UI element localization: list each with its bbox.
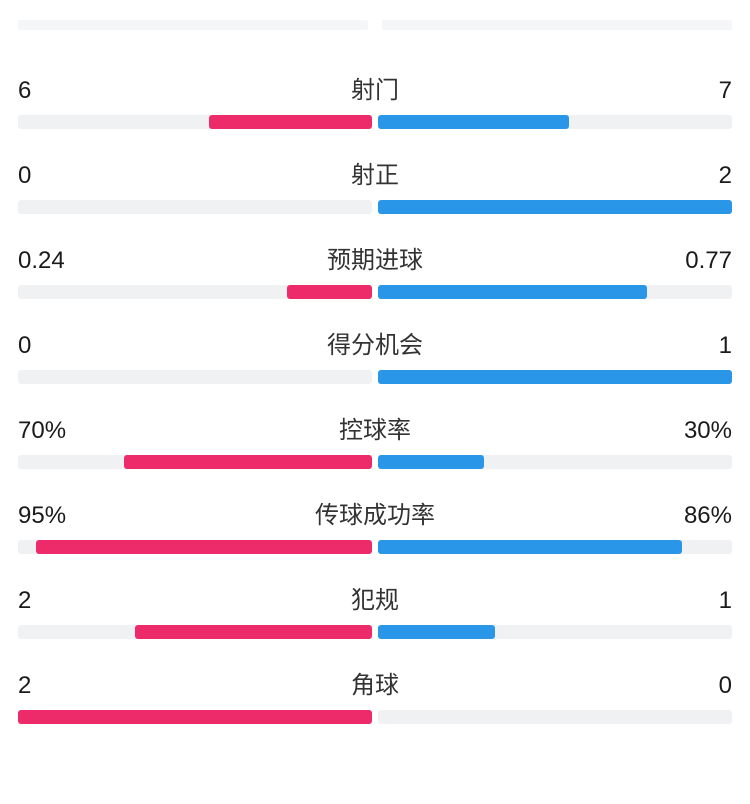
bar-fill-right — [378, 285, 647, 299]
stat-row: 95%传球成功率86% — [18, 495, 732, 554]
stat-right-value: 1 — [719, 332, 732, 360]
stat-row: 70%控球率30% — [18, 410, 732, 469]
bar-track — [18, 200, 372, 214]
stat-left-value: 2 — [18, 587, 31, 615]
stat-bar-left — [18, 455, 372, 469]
stat-bar — [18, 285, 732, 299]
stat-bar-right — [378, 200, 732, 214]
stat-row: 2犯规1 — [18, 580, 732, 639]
bar-fill-right — [378, 370, 732, 384]
stat-label: 犯规 — [31, 580, 718, 615]
stat-label: 控球率 — [66, 410, 684, 445]
stat-left-value: 70% — [18, 417, 66, 445]
stat-right-value: 1 — [719, 587, 732, 615]
stat-bar — [18, 625, 732, 639]
stat-row: 0得分机会1 — [18, 325, 732, 384]
match-stats-list: 6射门70射正20.24预期进球0.770得分机会170%控球率30%95%传球… — [18, 70, 732, 724]
bar-fill-right — [378, 455, 484, 469]
bar-fill-left — [36, 540, 372, 554]
stat-left-value: 95% — [18, 502, 66, 530]
stat-header: 0射正2 — [18, 155, 732, 190]
stat-bar — [18, 455, 732, 469]
stat-right-value: 86% — [684, 502, 732, 530]
stat-left-value: 6 — [18, 77, 31, 105]
bar-track — [378, 710, 732, 724]
stat-bar — [18, 710, 732, 724]
stat-bar-right — [378, 115, 732, 129]
bar-fill-left — [124, 455, 372, 469]
placeholder-bar — [18, 20, 368, 30]
stat-row: 0.24预期进球0.77 — [18, 240, 732, 299]
stat-row: 6射门7 — [18, 70, 732, 129]
stat-bar-right — [378, 285, 732, 299]
stat-row: 2角球0 — [18, 665, 732, 724]
stat-right-value: 0.77 — [685, 247, 732, 275]
stat-header: 70%控球率30% — [18, 410, 732, 445]
stat-right-value: 7 — [719, 77, 732, 105]
stat-bar-left — [18, 285, 372, 299]
stat-bar — [18, 370, 732, 384]
stat-label: 得分机会 — [31, 325, 718, 360]
stat-left-value: 2 — [18, 672, 31, 700]
stat-bar-left — [18, 115, 372, 129]
stat-bar-right — [378, 370, 732, 384]
stat-bar-right — [378, 625, 732, 639]
stat-bar-right — [378, 540, 732, 554]
bar-fill-right — [378, 115, 569, 129]
stat-bar-left — [18, 625, 372, 639]
stat-bar-right — [378, 710, 732, 724]
stat-header: 6射门7 — [18, 70, 732, 105]
stat-header: 2角球0 — [18, 665, 732, 700]
stat-bar-left — [18, 710, 372, 724]
stat-bar-left — [18, 370, 372, 384]
stat-bar — [18, 540, 732, 554]
bar-track — [18, 370, 372, 384]
stat-header: 2犯规1 — [18, 580, 732, 615]
stat-label: 传球成功率 — [66, 495, 684, 530]
stat-header: 95%传球成功率86% — [18, 495, 732, 530]
stat-label: 角球 — [31, 665, 718, 700]
stat-right-value: 0 — [719, 672, 732, 700]
stat-bar-right — [378, 455, 732, 469]
top-placeholder-row — [18, 20, 732, 30]
stat-right-value: 30% — [684, 417, 732, 445]
stat-label: 预期进球 — [65, 240, 686, 275]
stat-header: 0.24预期进球0.77 — [18, 240, 732, 275]
placeholder-bar — [382, 20, 732, 30]
bar-fill-right — [378, 540, 682, 554]
stat-label: 射正 — [31, 155, 718, 190]
stat-left-value: 0.24 — [18, 247, 65, 275]
stat-header: 0得分机会1 — [18, 325, 732, 360]
stat-bar-left — [18, 200, 372, 214]
bar-fill-right — [378, 625, 495, 639]
stat-left-value: 0 — [18, 162, 31, 190]
stat-bar-left — [18, 540, 372, 554]
bar-fill-left — [209, 115, 372, 129]
bar-fill-left — [18, 710, 372, 724]
bar-fill-right — [378, 200, 732, 214]
bar-fill-left — [135, 625, 372, 639]
stat-bar — [18, 200, 732, 214]
bar-fill-left — [287, 285, 372, 299]
stat-left-value: 0 — [18, 332, 31, 360]
stat-right-value: 2 — [719, 162, 732, 190]
stat-bar — [18, 115, 732, 129]
stat-row: 0射正2 — [18, 155, 732, 214]
stat-label: 射门 — [31, 70, 718, 105]
